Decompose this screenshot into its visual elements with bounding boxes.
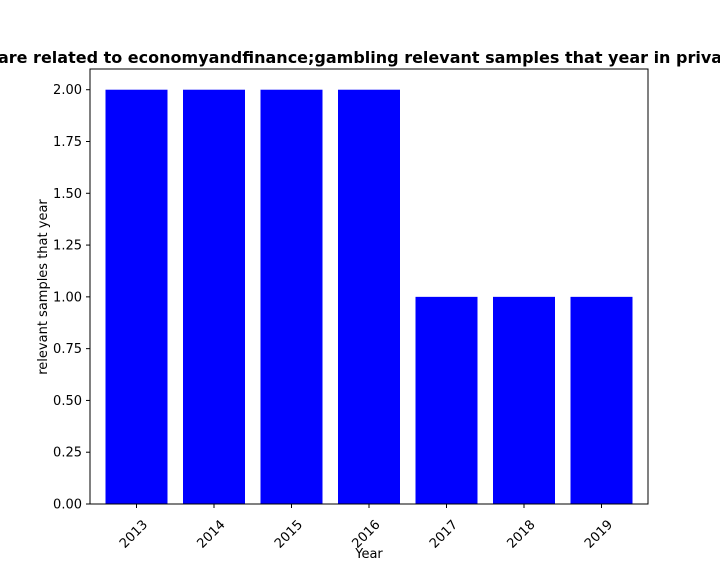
bar-2014	[183, 89, 245, 504]
y-tick-label: 1.50	[53, 187, 82, 202]
y-tick-label: 0.75	[53, 342, 82, 357]
y-tick-label: 2.00	[53, 83, 82, 98]
x-tick-label: 2019	[582, 518, 616, 552]
y-tick-label: 1.25	[53, 239, 82, 254]
x-tick-label: 2018	[505, 518, 539, 552]
chart-title: are related to economyandfinance;gamblin…	[0, 48, 720, 67]
y-tick-label: 1.00	[53, 290, 82, 305]
bar-2018	[493, 296, 555, 504]
x-tick-label: 2013	[117, 518, 151, 552]
x-tick-label: 2017	[427, 518, 461, 552]
y-tick-label: 0.00	[53, 498, 82, 513]
x-tick-label: 2015	[272, 518, 306, 552]
bar-2013	[105, 89, 168, 504]
bar-2017	[415, 296, 478, 504]
y-tick-label: 1.75	[53, 135, 82, 150]
bar-2019	[570, 296, 633, 504]
x-axis-label: Year	[354, 547, 383, 562]
bar-2016	[338, 89, 400, 504]
y-axis: 0.00 0.25 0.50 0.75 1.00 1.25 1.50 1.75 2.00	[53, 83, 90, 513]
y-axis-label: relevant samples that year	[36, 199, 51, 375]
x-tick-label: 2014	[195, 518, 229, 552]
y-tick-label: 0.25	[53, 446, 82, 461]
x-axis: 2013 2014 2015 2016 2017 2018 2019	[117, 504, 616, 552]
y-tick-label: 0.50	[53, 394, 82, 409]
bar-2015	[260, 89, 323, 504]
bars-group	[105, 89, 633, 504]
